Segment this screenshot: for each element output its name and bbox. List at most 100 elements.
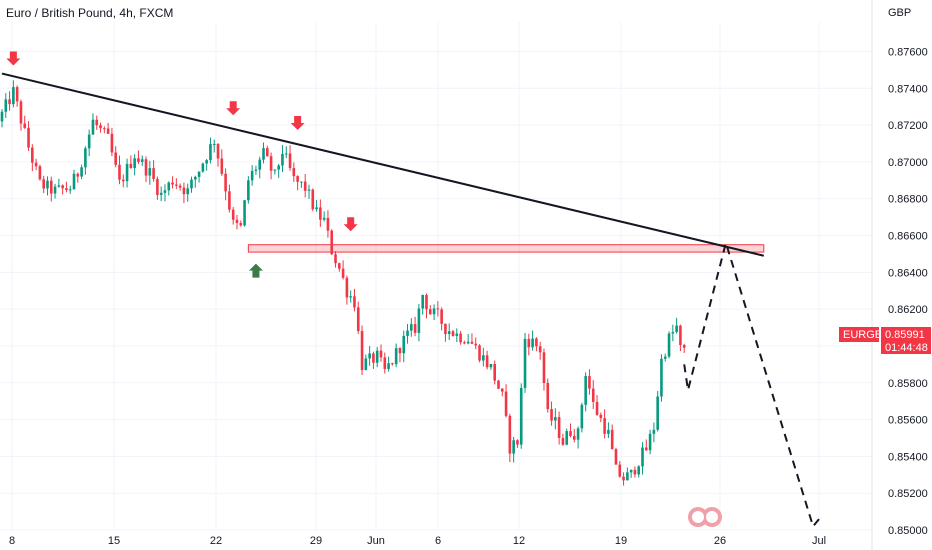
buy-arrow-icon <box>248 263 263 278</box>
candle-body <box>550 409 553 421</box>
candle-body <box>432 308 436 315</box>
tradingview-logo-icon <box>688 507 722 527</box>
candle-body <box>110 133 114 153</box>
candle-body <box>19 101 23 124</box>
candle-body <box>383 357 387 369</box>
candle-body <box>99 125 102 129</box>
candle-body <box>375 350 379 363</box>
candle-body <box>663 356 667 359</box>
candle-body <box>466 341 470 344</box>
candle-body <box>216 143 220 159</box>
candle-body <box>368 353 371 359</box>
candle-body <box>679 325 682 346</box>
candle-body <box>356 307 360 332</box>
candle-body <box>284 153 288 155</box>
candle-body <box>27 127 30 148</box>
candle-body <box>235 219 239 223</box>
candle-body <box>387 363 390 369</box>
candle-body <box>508 415 512 454</box>
candle-body <box>46 180 49 189</box>
currency-label: GBP <box>888 7 911 19</box>
candle-body <box>239 222 243 226</box>
candle-body <box>129 163 133 168</box>
candle-body <box>637 466 641 475</box>
candle-body <box>12 87 15 105</box>
x-tick-label: 8 <box>9 535 15 547</box>
candle-body <box>125 163 129 182</box>
candle-body <box>224 173 227 192</box>
candle-body <box>554 417 557 421</box>
candle-body <box>444 323 447 335</box>
candle-body <box>205 160 208 164</box>
candle-body <box>364 358 368 370</box>
candle-body <box>527 338 531 348</box>
y-tick-label: 0.87600 <box>888 46 928 58</box>
candle-body <box>595 401 599 415</box>
candle-body <box>341 268 345 278</box>
candle-body <box>197 171 201 177</box>
candle-body <box>482 355 485 361</box>
candle-body <box>561 437 565 445</box>
candle-body <box>557 417 561 438</box>
candle-body <box>542 352 546 383</box>
candle-body <box>106 128 110 134</box>
candle-body <box>504 391 508 416</box>
candle-body <box>603 418 606 434</box>
candle-body <box>610 429 614 450</box>
candle-body <box>622 476 625 481</box>
resistance-zone-rect <box>247 244 765 253</box>
candle-body <box>349 296 352 298</box>
candle-body <box>288 153 292 168</box>
candle-body <box>455 333 459 336</box>
candle-body <box>152 168 155 179</box>
symbol-badge <box>839 327 879 342</box>
candle-body <box>121 179 125 182</box>
candle-body <box>190 179 193 189</box>
candle-body <box>682 345 686 348</box>
candle-body <box>569 431 572 436</box>
candle-body <box>391 363 394 365</box>
candle-body <box>65 188 68 191</box>
y-tick-label: 0.85000 <box>888 525 928 537</box>
candle-body <box>459 333 462 343</box>
x-tick-label: 19 <box>615 535 627 547</box>
candle-body <box>413 324 417 333</box>
candle-body <box>576 428 580 440</box>
candle-body <box>565 431 569 445</box>
candle-body <box>84 148 87 168</box>
candle-body <box>675 325 678 333</box>
sell-arrow-icon <box>6 51 21 66</box>
candle-body <box>535 338 538 347</box>
candle-body <box>626 472 629 481</box>
candle-body <box>300 181 303 183</box>
candle-body <box>512 440 515 454</box>
candle-body <box>463 342 466 344</box>
candle-body <box>618 464 622 477</box>
sell-arrow-icon <box>290 115 305 130</box>
candle-body <box>440 309 443 324</box>
candle-body <box>315 207 318 210</box>
candle-body <box>163 190 167 193</box>
candle-body <box>38 166 42 180</box>
candle-body <box>4 99 8 112</box>
drawings <box>1 72 822 529</box>
candle-body <box>402 335 406 354</box>
candle-body <box>588 376 591 389</box>
y-tick-label: 0.86800 <box>888 194 928 206</box>
candle-body <box>296 176 299 182</box>
candle-body <box>584 376 587 405</box>
candle-body <box>269 156 273 171</box>
candle-body <box>243 200 246 226</box>
candle-body <box>292 167 296 177</box>
x-tick-label: Jun <box>367 535 385 547</box>
candle-body <box>148 168 152 176</box>
candle-body <box>648 433 652 451</box>
x-tick-label: 22 <box>210 535 222 547</box>
candle-body <box>447 331 451 335</box>
candle-body <box>178 185 182 188</box>
candle-body <box>474 343 478 346</box>
x-tick-label: 15 <box>108 535 120 547</box>
candle-body <box>15 87 19 102</box>
candle-body <box>614 449 618 465</box>
